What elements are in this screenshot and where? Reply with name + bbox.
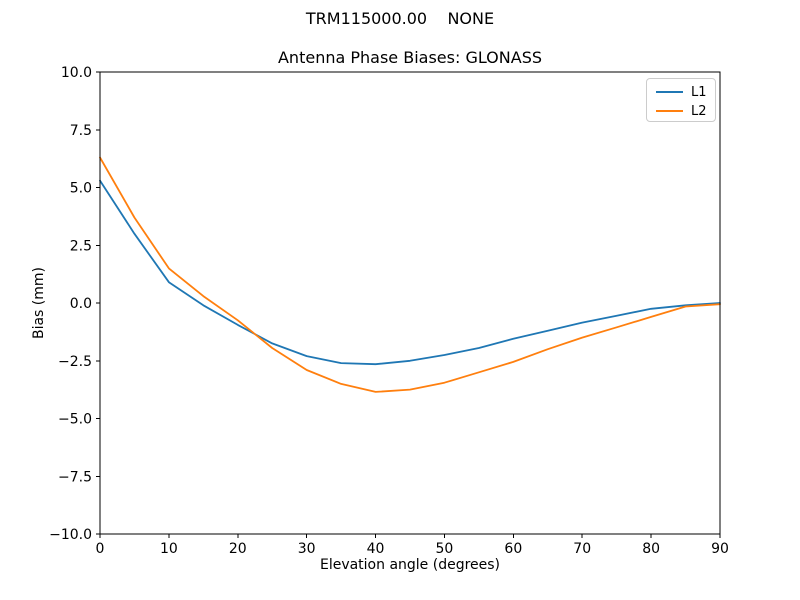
x-tick-label: 30 bbox=[298, 541, 316, 557]
y-tick-label: 5.0 bbox=[70, 181, 92, 197]
x-tick-label: 50 bbox=[436, 541, 454, 557]
series-line-L1 bbox=[99, 179, 721, 366]
x-tick-label: 10 bbox=[160, 541, 178, 557]
x-axis-label: Elevation angle (degrees) bbox=[319, 557, 501, 573]
x-tick-label: 0 bbox=[96, 541, 105, 557]
legend: L1 L2 bbox=[646, 78, 716, 122]
y-tick-label: −2.5 bbox=[58, 354, 92, 370]
series-line-L2 bbox=[99, 156, 721, 393]
y-tick-label: −5.0 bbox=[58, 412, 92, 428]
y-tick-label: 10.0 bbox=[61, 65, 92, 81]
legend-entry: L1 bbox=[656, 83, 715, 101]
x-tick-label: 40 bbox=[367, 541, 385, 557]
legend-entry-label: L2 bbox=[691, 103, 707, 119]
y-tick-label: −7.5 bbox=[58, 469, 92, 485]
legend-entry-label: L1 bbox=[691, 84, 707, 100]
y-axis-label: Bias (mm) bbox=[31, 266, 47, 340]
x-tick-label: 90 bbox=[711, 541, 729, 557]
legend-line-sample-L1 bbox=[656, 91, 683, 93]
x-tick-label: 60 bbox=[504, 541, 522, 557]
x-tick-label: 70 bbox=[573, 541, 591, 557]
x-tick-label: 80 bbox=[642, 541, 660, 557]
legend-entry: L2 bbox=[656, 102, 715, 120]
y-tick-label: 2.5 bbox=[70, 238, 92, 254]
y-tick-label: 7.5 bbox=[70, 123, 92, 139]
legend-line-sample-L2 bbox=[656, 110, 683, 112]
axes-frame bbox=[99, 71, 721, 535]
chart-title: Antenna Phase Biases: GLONASS bbox=[277, 48, 542, 67]
suptitle: TRM115000.00 NONE bbox=[305, 9, 495, 28]
y-tick-label: 0.0 bbox=[70, 296, 92, 312]
y-tick-label: −10.0 bbox=[49, 527, 92, 543]
x-tick-label: 20 bbox=[229, 541, 247, 557]
